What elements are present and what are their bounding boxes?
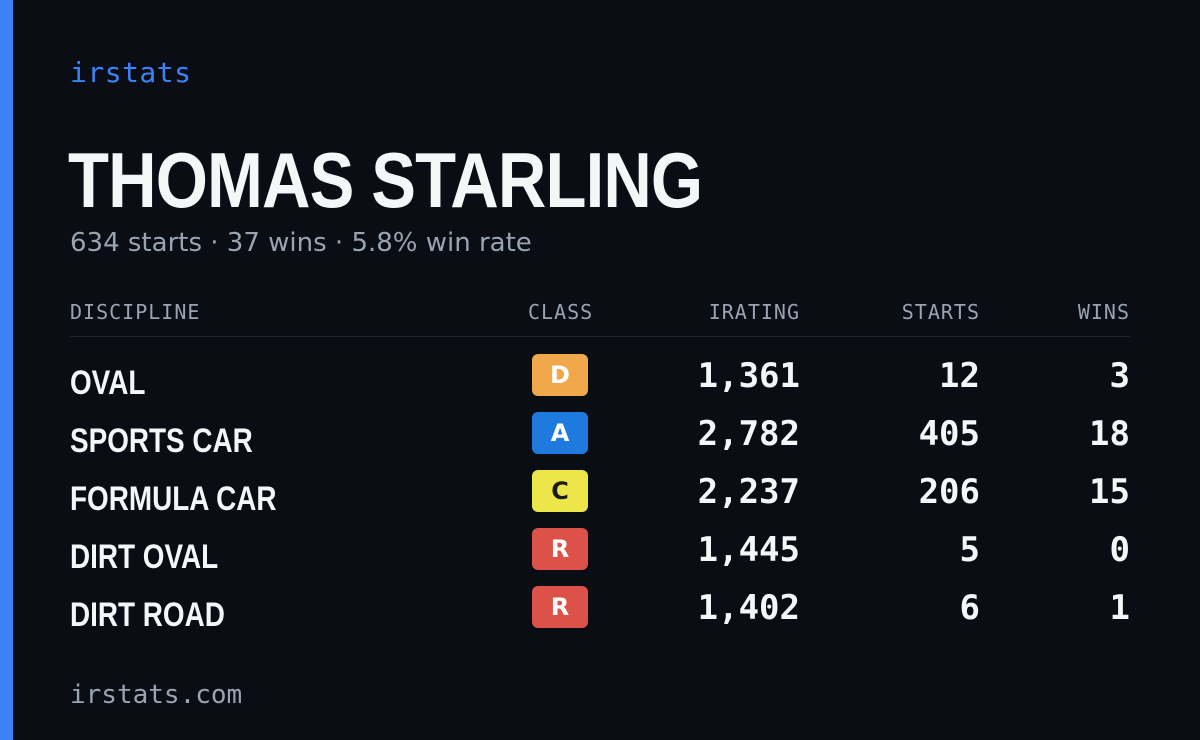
header-wins: WINS (1077, 300, 1130, 324)
header-class: CLASS (528, 300, 594, 324)
header-discipline: DISCIPLINE (70, 300, 201, 324)
starts-value: 206 (918, 472, 980, 512)
wins-value: 18 (1089, 414, 1130, 454)
class-badge: C (532, 470, 588, 512)
starts-value: 405 (918, 414, 980, 454)
brand-logo-text: irstats (70, 56, 192, 89)
irating-value: 2,782 (697, 414, 800, 454)
wins-value: 3 (1109, 356, 1130, 396)
class-badge: A (532, 412, 588, 454)
starts-value: 12 (939, 356, 980, 396)
accent-bar (0, 0, 13, 740)
table-row: DIRT OVAL R 1,445 5 0 (70, 528, 1130, 586)
discipline-name: DIRT ROAD (70, 596, 225, 634)
driver-name: THOMAS STARLING (68, 136, 703, 224)
driver-summary: 634 starts · 37 wins · 5.8% win rate (70, 228, 532, 258)
wins-value: 1 (1109, 588, 1130, 628)
discipline-name: FORMULA CAR (70, 480, 277, 518)
table-row: SPORTS CAR A 2,782 405 18 (70, 412, 1130, 470)
discipline-name: OVAL (70, 364, 146, 402)
discipline-name: SPORTS CAR (70, 422, 253, 460)
header-starts: STARTS (901, 300, 980, 324)
footer-url: irstats.com (70, 680, 243, 710)
header-irating: IRATING (708, 300, 800, 324)
table-row: FORMULA CAR C 2,237 206 15 (70, 470, 1130, 528)
irating-value: 2,237 (697, 472, 800, 512)
class-badge: R (532, 528, 588, 570)
class-badge: R (532, 586, 588, 628)
wins-value: 0 (1109, 530, 1130, 570)
wins-value: 15 (1089, 472, 1130, 512)
starts-value: 6 (959, 588, 980, 628)
irating-value: 1,445 (697, 530, 800, 570)
discipline-name: DIRT OVAL (70, 538, 219, 576)
table-header: DISCIPLINE CLASS IRATING STARTS WINS (70, 298, 1130, 337)
table-row: DIRT ROAD R 1,402 6 1 (70, 586, 1130, 644)
class-badge: D (532, 354, 588, 396)
irating-value: 1,361 (697, 356, 800, 396)
irating-value: 1,402 (697, 588, 800, 628)
table-row: OVAL D 1,361 12 3 (70, 354, 1130, 412)
stats-table: DISCIPLINE CLASS IRATING STARTS WINS OVA… (70, 298, 1130, 634)
starts-value: 5 (959, 530, 980, 570)
